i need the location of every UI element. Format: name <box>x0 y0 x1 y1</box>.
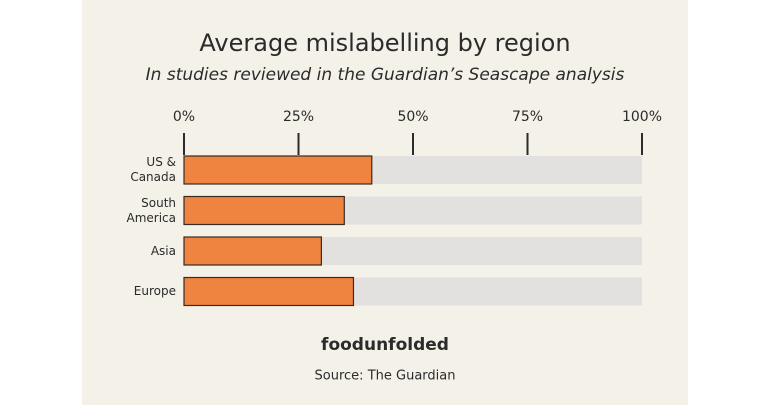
category-label: Asia <box>150 243 176 258</box>
category-label: US & Canada <box>130 155 176 184</box>
bar <box>183 195 345 226</box>
x-tick-label: 100% <box>622 109 662 125</box>
category-label: Europe <box>133 284 176 298</box>
x-tick-label: 0% <box>173 109 195 125</box>
bar <box>183 236 322 266</box>
bar <box>183 276 355 307</box>
logo: foodunfolded <box>321 335 449 355</box>
bar <box>183 155 373 185</box>
x-tick-label: 75% <box>512 109 543 125</box>
x-tick-label: 50% <box>397 109 428 125</box>
chart-subtitle: In studies reviewed in the Guardian’s Se… <box>146 65 625 85</box>
category-label: South America <box>126 195 177 225</box>
x-tick-label: 25% <box>283 109 314 125</box>
source: Source: The Guardian <box>315 369 456 384</box>
chart-title: Average mislabelling by region <box>199 29 570 57</box>
